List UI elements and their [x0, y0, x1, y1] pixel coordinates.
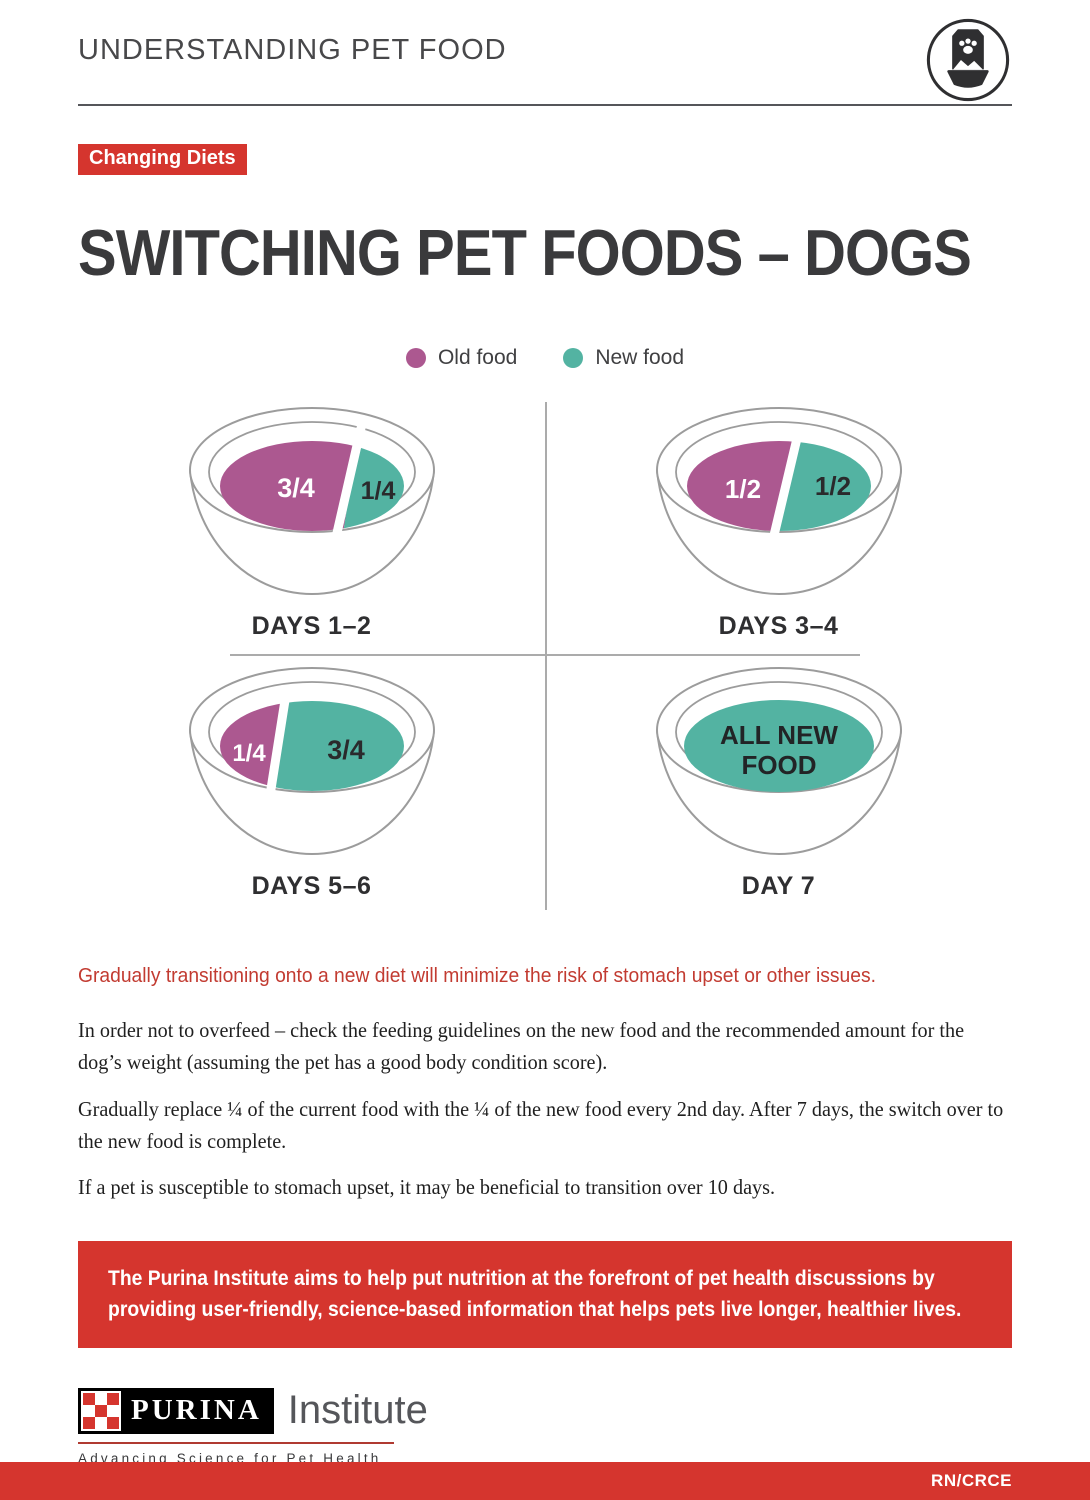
- bowl-days-5-6: 1/4 3/4: [188, 667, 435, 856]
- purina-checkerboard-icon: [81, 1390, 121, 1431]
- header-title: UNDERSTANDING PET FOOD: [78, 34, 507, 66]
- logo-tagline: Advancing Science for Pet Health: [78, 1450, 382, 1466]
- all-new-food-label-line1: ALL NEW: [720, 720, 838, 750]
- logo-divider: [78, 1441, 394, 1444]
- old-food-portion: [686, 441, 801, 531]
- mission-banner: The Purina Institute aims to help put nu…: [78, 1241, 1012, 1348]
- old-portion-label: 1/4: [232, 740, 266, 767]
- bowl-label-days-5-6: DAYS 5–6: [251, 872, 372, 900]
- bowl-day-7: ALL NEW FOOD: [655, 667, 902, 856]
- pet-food-bag-icon: [926, 18, 1010, 102]
- new-food-label: New food: [595, 346, 685, 369]
- all-new-food-label-line2: FOOD: [741, 750, 816, 780]
- institute-label: Institute: [287, 1388, 428, 1433]
- header-rule: [78, 104, 1012, 106]
- new-portion-label: 1/2: [814, 471, 850, 501]
- new-food-portion: [331, 441, 404, 531]
- bowl-days-3-4: 1/2 1/2: [655, 407, 902, 596]
- highlight-text: Gradually transitioning onto a new diet …: [78, 964, 876, 987]
- footer-bar: RN/CRCE: [0, 1462, 1090, 1500]
- bowl-cell-days-1-2: 3/4 1/4 DAYS 1–2: [78, 394, 545, 654]
- header: UNDERSTANDING PET FOOD: [78, 0, 1012, 104]
- bowls-grid: 3/4 1/4 DAYS 1–2 1: [78, 394, 1012, 914]
- purina-wordmark-box: PURINA: [78, 1387, 274, 1434]
- grid-divider-vertical: [545, 402, 547, 910]
- bowl-label-days-3-4: DAYS 3–4: [718, 612, 839, 640]
- bowl-label-days-1-2: DAYS 1–2: [251, 612, 372, 640]
- footer-code: RN/CRCE: [931, 1471, 1012, 1490]
- page-title: SWITCHING PET FOODS – DOGS: [78, 216, 972, 289]
- bowl-days-1-2: 3/4 1/4: [188, 407, 435, 596]
- new-food-dot-icon: [563, 348, 584, 368]
- old-food-dot-icon: [405, 348, 426, 368]
- body-paragraph-2: Gradually replace ¼ of the current food …: [78, 1096, 1004, 1153]
- bowl-cell-day-7: ALL NEW FOOD DAY 7: [545, 654, 1012, 914]
- body-paragraph-1: In order not to overfeed – check the fee…: [78, 1018, 965, 1075]
- new-portion-label: 3/4: [327, 735, 365, 765]
- changing-diets-badge: Changing Diets: [78, 144, 247, 175]
- new-food-portion: [683, 700, 874, 792]
- mission-banner-text: The Purina Institute aims to help put nu…: [108, 1266, 962, 1322]
- purina-wordmark: PURINA: [131, 1394, 262, 1427]
- legend-item-old-food: Old food: [405, 346, 518, 370]
- legend-item-new-food: New food: [563, 346, 684, 370]
- grid-divider-horizontal: [230, 654, 860, 656]
- old-food-label: Old food: [437, 346, 518, 369]
- legend: Old food New food: [78, 346, 1012, 370]
- bowl-cell-days-5-6: 1/4 3/4 DAYS 5–6: [78, 654, 545, 914]
- new-food-portion: [265, 701, 404, 791]
- old-food-portion: [219, 701, 288, 791]
- old-portion-label: 1/2: [724, 474, 760, 504]
- body-paragraph-3: If a pet is susceptible to stomach upset…: [78, 1175, 776, 1199]
- purina-institute-logo: PURINA Institute Advancing Science for P…: [78, 1387, 428, 1466]
- body-copy: In order not to overfeed – check the fee…: [78, 1014, 1012, 1203]
- old-portion-label: 3/4: [277, 473, 315, 503]
- bowl-label-day-7: DAY 7: [741, 872, 816, 900]
- new-portion-label: 1/4: [360, 477, 395, 505]
- bowl-cell-days-3-4: 1/2 1/2 DAYS 3–4: [545, 394, 1012, 654]
